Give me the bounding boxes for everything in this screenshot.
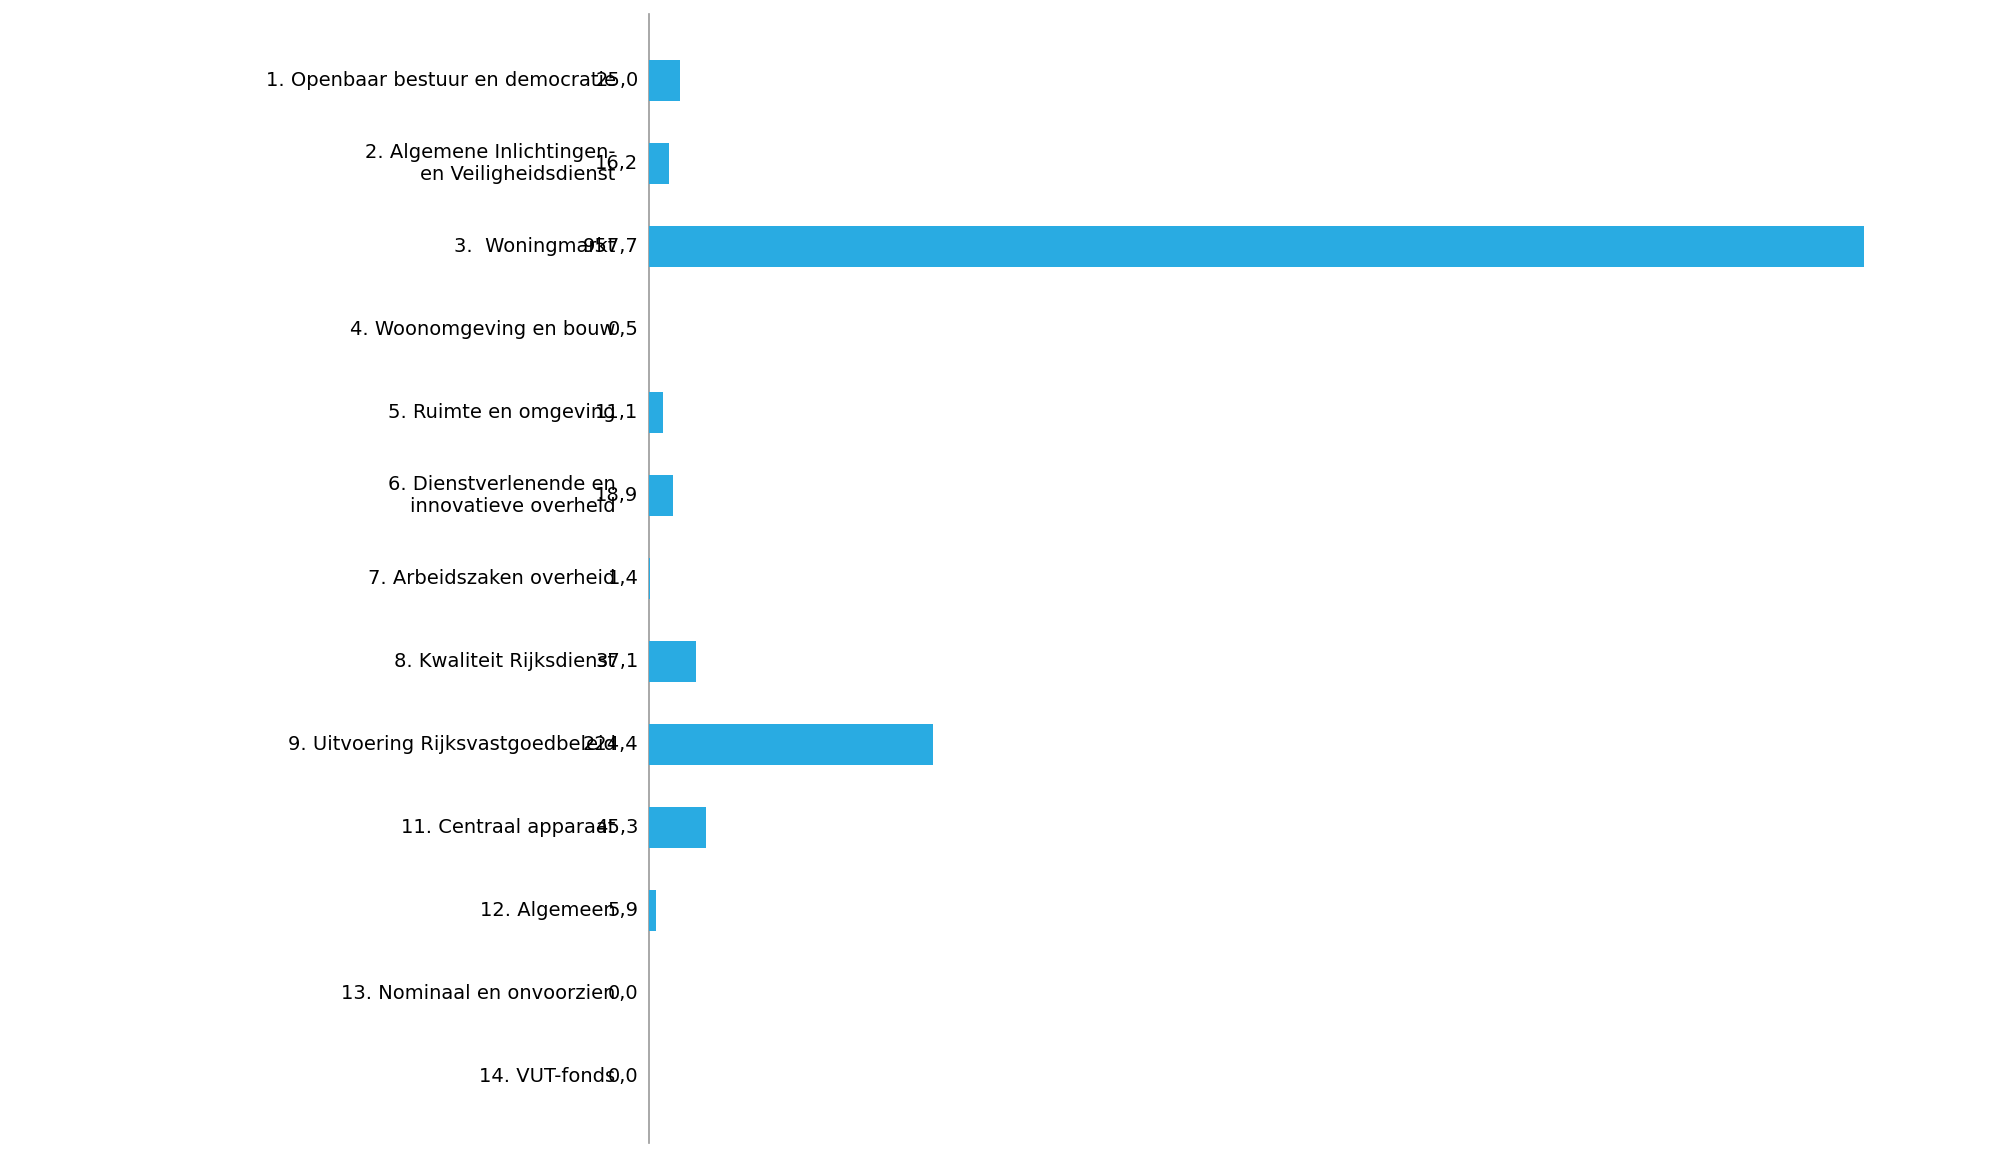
Text: 8. Kwaliteit Rijksdienst: 8. Kwaliteit Rijksdienst [393, 653, 616, 671]
Text: 5. Ruimte en omgeving: 5. Ruimte en omgeving [387, 403, 616, 422]
Text: 13. Nominaal en onvoorzien: 13. Nominaal en onvoorzien [341, 985, 616, 1003]
Text: 12. Algemeen: 12. Algemeen [480, 901, 616, 920]
Text: 0,0: 0,0 [608, 985, 638, 1003]
Bar [648, 641, 694, 683]
Text: 14. VUT-fonds: 14. VUT-fonds [480, 1067, 616, 1086]
Bar [648, 474, 672, 516]
Bar [648, 392, 662, 433]
Text: 11. Centraal apparaat: 11. Centraal apparaat [401, 818, 616, 838]
Text: 957,7: 957,7 [582, 237, 638, 256]
Text: 25,0: 25,0 [594, 71, 638, 90]
Text: 6. Dienstverlenende en
innovatieve overheid: 6. Dienstverlenende en innovatieve overh… [387, 476, 616, 516]
Text: 0,5: 0,5 [608, 319, 638, 339]
Text: 16,2: 16,2 [594, 154, 638, 172]
Text: 45,3: 45,3 [594, 818, 638, 838]
Text: 5,9: 5,9 [608, 901, 638, 920]
Bar [648, 59, 680, 101]
Text: 37,1: 37,1 [594, 653, 638, 671]
Text: 4. Woonomgeving en bouw: 4. Woonomgeving en bouw [349, 319, 616, 339]
Text: 18,9: 18,9 [594, 486, 638, 504]
Text: 2. Algemene Inlichtingen-
en Veiligheidsdienst: 2. Algemene Inlichtingen- en Veiligheids… [365, 142, 616, 184]
Bar [648, 890, 656, 931]
Bar [648, 142, 668, 184]
Text: 11,1: 11,1 [594, 403, 638, 422]
Bar [648, 724, 933, 765]
Bar [648, 226, 1862, 267]
Text: 7. Arbeidszaken overheid: 7. Arbeidszaken overheid [367, 569, 616, 588]
Text: 1,4: 1,4 [608, 569, 638, 588]
Text: 224,4: 224,4 [582, 735, 638, 754]
Text: 9. Uitvoering Rijksvastgoedbeleid: 9. Uitvoering Rijksvastgoedbeleid [287, 735, 616, 754]
Text: 3.  Woningmarkt: 3. Woningmarkt [454, 237, 616, 256]
Text: 0,0: 0,0 [608, 1067, 638, 1086]
Bar [648, 806, 706, 848]
Text: 1. Openbaar bestuur en democratie: 1. Openbaar bestuur en democratie [265, 71, 616, 90]
